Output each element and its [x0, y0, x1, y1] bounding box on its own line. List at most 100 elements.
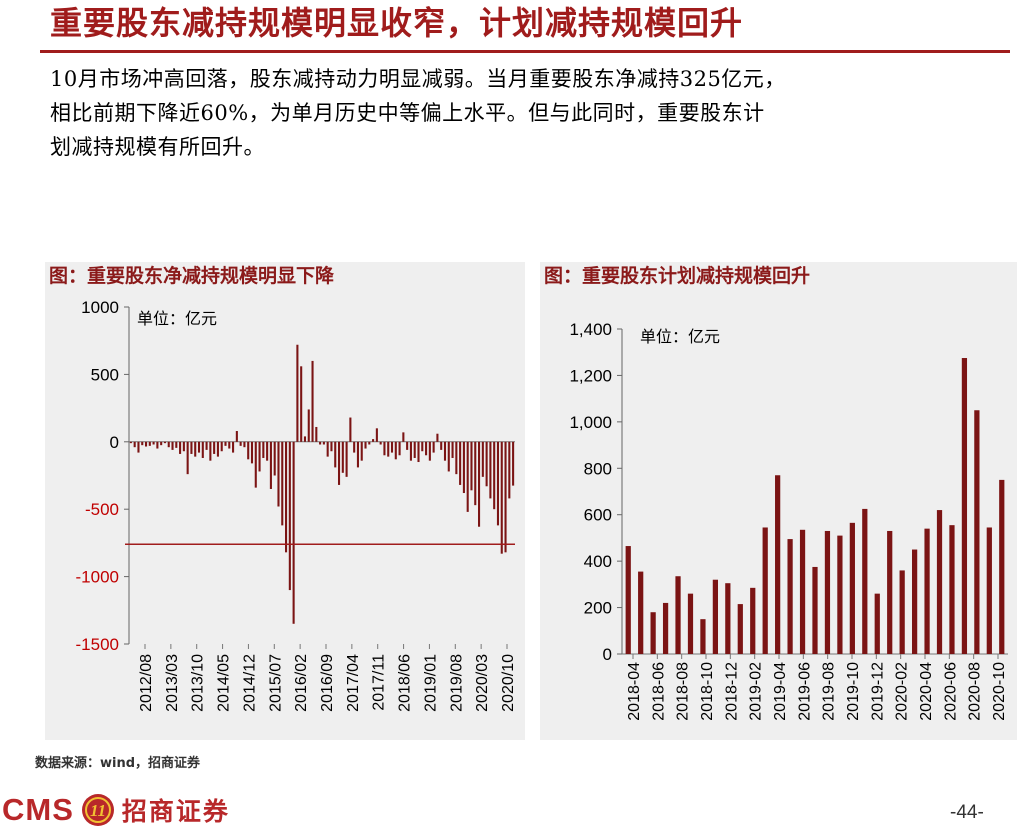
y-tick-label: 1,000	[569, 413, 612, 432]
bar	[911, 549, 918, 654]
bar	[638, 571, 644, 654]
bar	[160, 441, 163, 446]
bar	[163, 441, 166, 444]
intro-line: 划减持规模有所回升。	[50, 135, 265, 159]
y-tick-label: 1,400	[569, 320, 612, 339]
bar	[712, 579, 719, 654]
bar	[474, 441, 477, 506]
x-tick-label: 2020-08	[967, 662, 984, 721]
bar	[296, 344, 299, 442]
bar	[307, 409, 310, 442]
x-tick-label: 2018-04	[626, 662, 643, 721]
x-tick-label: 2020/03	[474, 654, 491, 712]
planned-reduction-chart-panel: 图：重要股东计划减持规模回升 0 200 400 600 800 1,000 1,200 1,…	[540, 262, 1017, 740]
bar	[269, 441, 272, 489]
y-tick-label: 0	[603, 645, 612, 664]
bar	[341, 441, 344, 473]
bar	[243, 441, 246, 448]
bar	[440, 441, 443, 450]
bar	[273, 441, 276, 476]
bar	[182, 441, 185, 452]
bar	[459, 441, 462, 485]
bar	[179, 441, 182, 454]
y-tick-label: -1000	[76, 568, 119, 587]
bar	[443, 441, 447, 461]
chart-title: 图：重要股东净减持规模明显下降	[49, 265, 335, 287]
bar	[311, 360, 314, 442]
bar	[235, 431, 238, 442]
bar	[986, 527, 992, 654]
bar	[451, 441, 454, 458]
y-tick-label: 1000	[81, 298, 119, 317]
bar	[432, 441, 435, 453]
bar	[322, 441, 325, 445]
x-tick-label: 2018-10	[699, 662, 716, 721]
bar	[224, 441, 227, 446]
bar	[330, 441, 333, 452]
page-number: -44-	[950, 802, 984, 823]
company-logo: CMS 11 招商证券	[2, 790, 230, 830]
x-tick-label: 2014/05	[216, 654, 233, 712]
bar	[133, 441, 136, 448]
y-tick-label: 1,200	[569, 366, 612, 385]
bar	[375, 428, 378, 442]
y-tick-label: 600	[584, 506, 612, 525]
slide-title: 重要股东减持规模明显收窄，计划减持规模回升	[50, 4, 744, 42]
intro-line: 10月市场冲高回落，股东减持动力明显减弱。当月重要股东净减持325亿元，	[50, 67, 786, 91]
bar	[152, 441, 155, 445]
x-tick-label: 2019/08	[448, 654, 465, 712]
bar	[455, 441, 458, 475]
bar	[258, 441, 261, 472]
bar	[334, 441, 337, 468]
bar	[337, 441, 341, 485]
bar	[837, 535, 843, 654]
bar	[493, 441, 496, 510]
y-tick-label: 400	[584, 552, 612, 571]
logo-text: CMS	[2, 792, 74, 827]
x-tick-label: 2016/02	[293, 654, 310, 712]
logo-badge-text: 11	[90, 801, 106, 820]
bar	[379, 441, 382, 445]
bar	[390, 441, 394, 453]
bar	[500, 441, 503, 554]
bar	[148, 441, 151, 446]
x-tick-label: 2019/01	[422, 654, 439, 712]
bar	[466, 441, 469, 512]
x-tick-label: 2019-08	[821, 662, 838, 721]
bar	[292, 441, 295, 624]
x-tick-label: 2019-04	[772, 662, 789, 721]
bar	[247, 441, 250, 460]
y-tick-label: 500	[91, 365, 119, 384]
bar	[481, 441, 484, 477]
bar	[285, 441, 288, 553]
bar	[194, 441, 197, 457]
title-rule	[40, 50, 1010, 53]
bar	[387, 441, 390, 457]
x-tick-label: 2013/03	[164, 654, 181, 712]
y-tick-label: 800	[584, 459, 612, 478]
bar	[512, 441, 515, 486]
bar	[232, 441, 235, 453]
x-tick-label: 2014/12	[241, 654, 258, 712]
chart-title: 图：重要股东计划减持规模回升	[544, 265, 811, 287]
bar	[812, 566, 818, 654]
unit-label: 单位：亿元	[640, 327, 720, 346]
bar	[167, 441, 170, 448]
bar	[175, 441, 178, 448]
bar	[254, 441, 257, 488]
bar	[190, 441, 193, 454]
net-reduction-chart-panel: 图：重要股东净减持规模明显下降 1000 500 0 -500 -1000 -1500 单位…	[45, 262, 525, 740]
bar	[228, 441, 231, 449]
bar	[462, 441, 465, 494]
bar	[303, 436, 307, 442]
bar	[205, 441, 208, 450]
x-tick-label: 2015/07	[267, 654, 284, 712]
bar	[650, 612, 656, 654]
intro-paragraph: 10月市场冲高回落，股东减持动力明显减弱。当月重要股东净减持325亿元， 相比前…	[50, 62, 1010, 164]
bar	[266, 441, 269, 461]
bar	[489, 441, 492, 499]
bar	[345, 441, 348, 477]
bar	[349, 417, 352, 442]
bar	[762, 527, 768, 654]
logo-badge-icon: 11	[81, 794, 114, 826]
